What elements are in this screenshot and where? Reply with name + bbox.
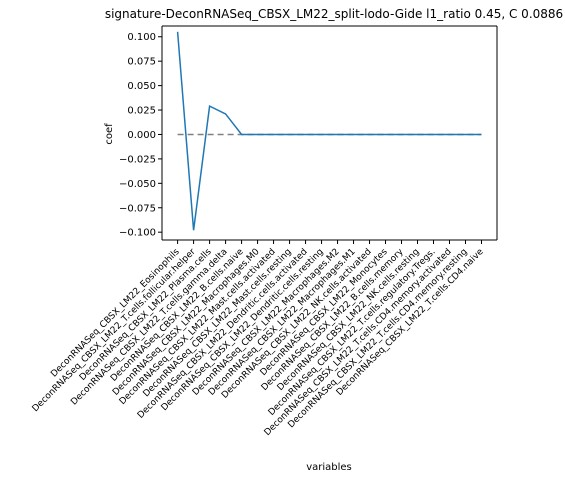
data-point xyxy=(353,134,354,135)
data-point xyxy=(257,134,258,135)
y-tick-label: 0.025 xyxy=(127,106,156,117)
y-tick-label: 0.000 xyxy=(127,130,156,141)
y-tick-label: 0.050 xyxy=(127,81,156,92)
y-tick-label: −0.075 xyxy=(119,203,156,214)
y-tick-label: 0.100 xyxy=(127,32,156,43)
data-point xyxy=(385,134,386,135)
y-tick-label: −0.050 xyxy=(119,179,156,190)
coef-series-line xyxy=(176,31,482,231)
data-point xyxy=(337,134,338,135)
data-point xyxy=(369,134,370,135)
y-tick-label: −0.100 xyxy=(119,228,156,239)
data-point xyxy=(417,134,418,135)
data-point xyxy=(305,134,306,135)
data-point xyxy=(401,134,402,135)
data-point xyxy=(321,134,322,135)
data-point xyxy=(193,230,194,231)
chart-title: signature-DeconRNASeq_CBSX_LM22_split-lo… xyxy=(105,7,563,21)
data-point xyxy=(225,113,226,114)
data-point xyxy=(449,134,450,135)
data-point xyxy=(481,134,482,135)
plot-area: 0.100 0.075 0.050 0.025 0.000 −0.025 −0.050 −0.… xyxy=(31,25,498,438)
data-point xyxy=(465,134,466,135)
data-point xyxy=(241,134,242,135)
data-point xyxy=(433,134,434,135)
data-point xyxy=(177,31,178,32)
x-axis-label: variables xyxy=(306,462,352,473)
y-tick-label: 0.075 xyxy=(127,57,156,68)
data-point xyxy=(273,134,274,135)
data-point xyxy=(209,106,210,107)
y-tick-label: −0.025 xyxy=(119,154,156,165)
y-axis-label: coef xyxy=(104,123,115,145)
data-point xyxy=(289,134,290,135)
